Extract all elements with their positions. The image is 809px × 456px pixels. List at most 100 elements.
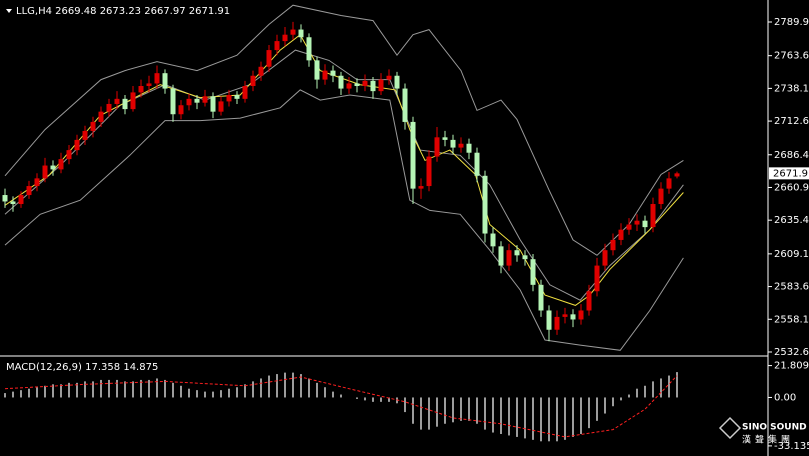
candle-body bbox=[58, 159, 64, 170]
candle-body bbox=[114, 98, 120, 104]
macd-value: 17.358 bbox=[85, 362, 120, 373]
candle-body bbox=[578, 310, 584, 320]
watermark: SINO SOUND 漢聲集團 bbox=[718, 416, 807, 446]
candle-body bbox=[170, 88, 176, 115]
indicator-line bbox=[4, 33, 684, 306]
candle-body bbox=[514, 250, 520, 256]
candle-body bbox=[650, 204, 656, 228]
symbol: LLG,H4 bbox=[16, 6, 52, 17]
menu-arrow bbox=[6, 9, 12, 13]
candle-body bbox=[10, 201, 16, 205]
watermark-chinese: 漢聲集團 bbox=[742, 434, 794, 446]
candle-body bbox=[554, 316, 560, 330]
candle-body bbox=[490, 233, 496, 247]
candle-body bbox=[562, 314, 568, 317]
candle-body bbox=[410, 121, 416, 189]
candle-body bbox=[634, 220, 640, 225]
candle-body bbox=[610, 239, 616, 251]
signal-value: 14.875 bbox=[123, 362, 158, 373]
candle-body bbox=[594, 265, 600, 292]
indicator-line bbox=[4, 4, 684, 256]
watermark-brand: SINO SOUND bbox=[742, 423, 807, 433]
y-tick-label: 2789.90 bbox=[774, 17, 809, 28]
candle-body bbox=[618, 229, 624, 240]
open-value: 2669.48 bbox=[55, 6, 96, 17]
candle-body bbox=[426, 156, 432, 187]
price-plot bbox=[2, 4, 684, 351]
candle-body bbox=[90, 121, 96, 131]
candle-body bbox=[450, 139, 456, 148]
close-value: 2671.91 bbox=[189, 6, 230, 17]
candle-body bbox=[186, 98, 192, 106]
candle-body bbox=[466, 143, 472, 153]
y-tick-label: 2686.40 bbox=[774, 150, 809, 161]
candle-body bbox=[18, 195, 24, 205]
candle-body bbox=[314, 60, 320, 80]
macd-signal bbox=[4, 375, 678, 438]
candle-body bbox=[522, 255, 528, 260]
candle-body bbox=[194, 98, 200, 103]
y-tick-label: 2738.15 bbox=[774, 83, 809, 94]
macd-tick-label: 21.809 bbox=[774, 361, 809, 372]
candle-body bbox=[418, 186, 424, 189]
candle-body bbox=[354, 83, 360, 87]
y-tick-label: 2532.65 bbox=[774, 347, 809, 358]
candle-body bbox=[306, 37, 312, 61]
candle-body bbox=[674, 173, 680, 177]
candle-body bbox=[498, 246, 504, 266]
candle-body bbox=[642, 220, 648, 228]
candle-body bbox=[474, 152, 480, 176]
candle-body bbox=[538, 284, 544, 311]
candle-body bbox=[146, 83, 152, 87]
candle-body bbox=[274, 41, 280, 51]
candle-body bbox=[386, 75, 392, 80]
candle-body bbox=[322, 70, 328, 80]
candle-body bbox=[82, 130, 88, 140]
candle-body bbox=[226, 94, 232, 102]
candle-body bbox=[378, 79, 384, 92]
candle-body bbox=[66, 150, 72, 160]
candle-body bbox=[602, 250, 608, 266]
y-tick-label: 2763.65 bbox=[774, 51, 809, 62]
candle-body bbox=[290, 29, 296, 35]
macd-tick-label: 0.00 bbox=[774, 392, 796, 403]
candle-body bbox=[434, 137, 440, 157]
candle-body bbox=[122, 98, 128, 110]
candle-body bbox=[458, 143, 464, 148]
candle-body bbox=[218, 101, 224, 112]
price-tag bbox=[769, 167, 809, 180]
candle-body bbox=[482, 175, 488, 234]
candle-body bbox=[178, 105, 184, 115]
candle-body bbox=[394, 75, 400, 89]
candle-body bbox=[442, 137, 448, 140]
macd-header: MACD(12,26,9) 17.358 14.875 bbox=[6, 362, 158, 373]
candle-body bbox=[130, 92, 136, 110]
high-value: 2673.23 bbox=[100, 6, 141, 17]
y-tick-label: 2609.15 bbox=[774, 249, 809, 260]
candle-body bbox=[138, 86, 144, 93]
candle-body bbox=[98, 111, 104, 122]
candle-body bbox=[362, 80, 368, 87]
watermark-logo bbox=[718, 416, 742, 440]
macd-label: MACD(12,26,9) bbox=[6, 362, 82, 373]
candle-body bbox=[370, 80, 376, 92]
candle-body bbox=[154, 73, 160, 84]
y-tick-label: 2583.65 bbox=[774, 282, 809, 293]
macd-tick-label: -33.135 bbox=[774, 441, 809, 452]
chart-header: LLG,H4 2669.48 2673.23 2667.97 2671.91 bbox=[16, 6, 230, 17]
y-tick-label: 2660.90 bbox=[774, 182, 809, 193]
candle-body bbox=[50, 165, 56, 170]
candle-body bbox=[298, 29, 304, 38]
candle-body bbox=[2, 195, 8, 202]
candle-body bbox=[242, 86, 248, 99]
candle-body bbox=[330, 70, 336, 76]
y-tick-label: 2635.40 bbox=[774, 215, 809, 226]
candle-body bbox=[202, 96, 208, 103]
low-value: 2667.97 bbox=[144, 6, 185, 17]
candle-body bbox=[34, 178, 40, 187]
indicator-line bbox=[4, 89, 684, 351]
y-tick-label: 2712.65 bbox=[774, 116, 809, 127]
candle-body bbox=[338, 75, 344, 89]
